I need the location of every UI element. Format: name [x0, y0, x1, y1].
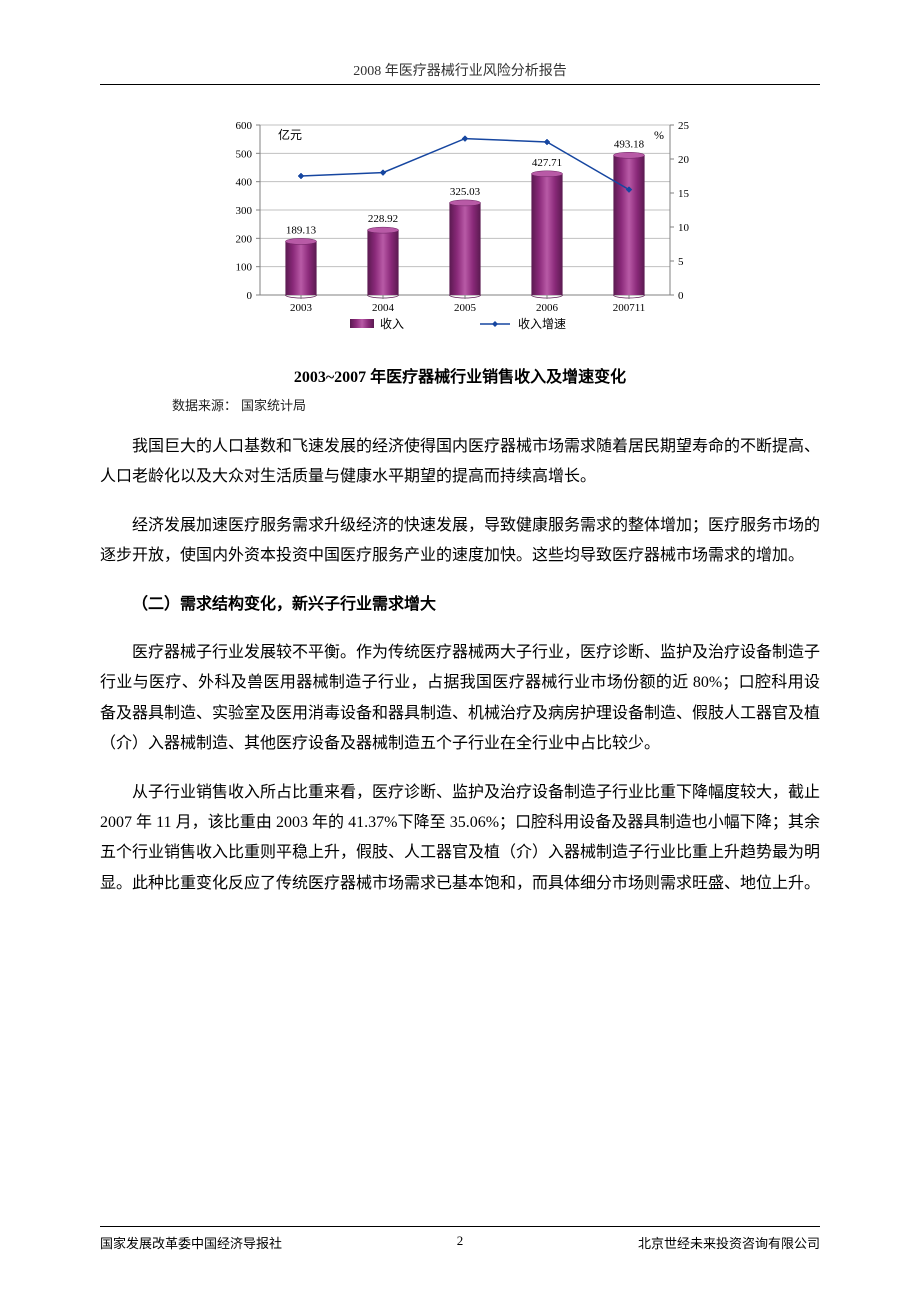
footer-left: 国家发展改革委中国经济导报社	[100, 1233, 282, 1252]
svg-text:亿元: 亿元	[278, 127, 302, 142]
footer-rule	[100, 1226, 820, 1227]
svg-text:228.92: 228.92	[368, 213, 398, 225]
svg-text:2005: 2005	[454, 302, 477, 314]
data-source-label: 数据来源：	[172, 395, 237, 414]
svg-text:200711: 200711	[613, 302, 646, 314]
svg-text:0: 0	[678, 290, 684, 302]
document-page: 2008 年医疗器械行业风险分析报告 0 100 200 300 400 500 600 0 5…	[0, 0, 920, 1302]
chart-caption: 2003~2007 年医疗器械行业销售收入及增速变化	[100, 363, 820, 387]
header-rule	[100, 84, 820, 85]
data-source-value: 国家统计局	[241, 395, 306, 414]
revenue-chart: 0 100 200 300 400 500 600 0 5 10 15 20 25 亿元% 189.13 20…	[210, 115, 710, 345]
svg-text:10: 10	[678, 222, 690, 234]
svg-text:25: 25	[678, 120, 690, 132]
svg-text:200: 200	[236, 233, 253, 245]
svg-text:600: 600	[236, 120, 253, 132]
footer-right: 北京世经未来投资咨询有限公司	[638, 1233, 820, 1252]
svg-text:5: 5	[678, 256, 684, 268]
paragraph-2: 经济发展加速医疗服务需求升级经济的快速发展，导致健康服务需求的整体增加；医疗服务…	[100, 511, 820, 572]
page-header-title: 2008 年医疗器械行业风险分析报告	[100, 60, 820, 80]
svg-text:0: 0	[247, 290, 253, 302]
svg-text:325.03: 325.03	[450, 186, 481, 198]
paragraph-1: 我国巨大的人口基数和飞速发展的经济使得国内医疗器械市场需求随着居民期望寿命的不断…	[100, 432, 820, 493]
svg-text:2004: 2004	[372, 302, 395, 314]
svg-text:500: 500	[236, 148, 253, 160]
svg-text:收入增速: 收入增速	[518, 317, 566, 331]
svg-text:15: 15	[678, 188, 690, 200]
svg-text:493.18: 493.18	[614, 138, 645, 150]
paragraph-3: 医疗器械子行业发展较不平衡。作为传统医疗器械两大子行业，医疗诊断、监护及治疗设备…	[100, 638, 820, 760]
svg-text:300: 300	[236, 205, 253, 217]
svg-text:400: 400	[236, 177, 253, 189]
page-footer: 国家发展改革委中国经济导报社 2 北京世经未来投资咨询有限公司	[100, 1226, 820, 1252]
svg-text:20: 20	[678, 154, 690, 166]
chart-svg: 0 100 200 300 400 500 600 0 5 10 15 20 25 亿元% 189.13 20…	[210, 115, 710, 345]
svg-text:收入: 收入	[380, 317, 404, 331]
svg-text:2006: 2006	[536, 302, 559, 314]
data-source: 数据来源： 国家统计局	[100, 395, 820, 414]
svg-text:100: 100	[236, 262, 253, 274]
svg-text:189.13: 189.13	[286, 224, 317, 236]
subheading-2: （二）需求结构变化，新兴子行业需求增大	[100, 590, 820, 620]
paragraph-4: 从子行业销售收入所占比重来看，医疗诊断、监护及治疗设备制造子行业比重下降幅度较大…	[100, 778, 820, 900]
svg-text:427.71: 427.71	[532, 157, 562, 169]
svg-text:%: %	[654, 128, 664, 142]
svg-text:2003: 2003	[290, 302, 313, 314]
footer-page-number: 2	[457, 1233, 464, 1252]
